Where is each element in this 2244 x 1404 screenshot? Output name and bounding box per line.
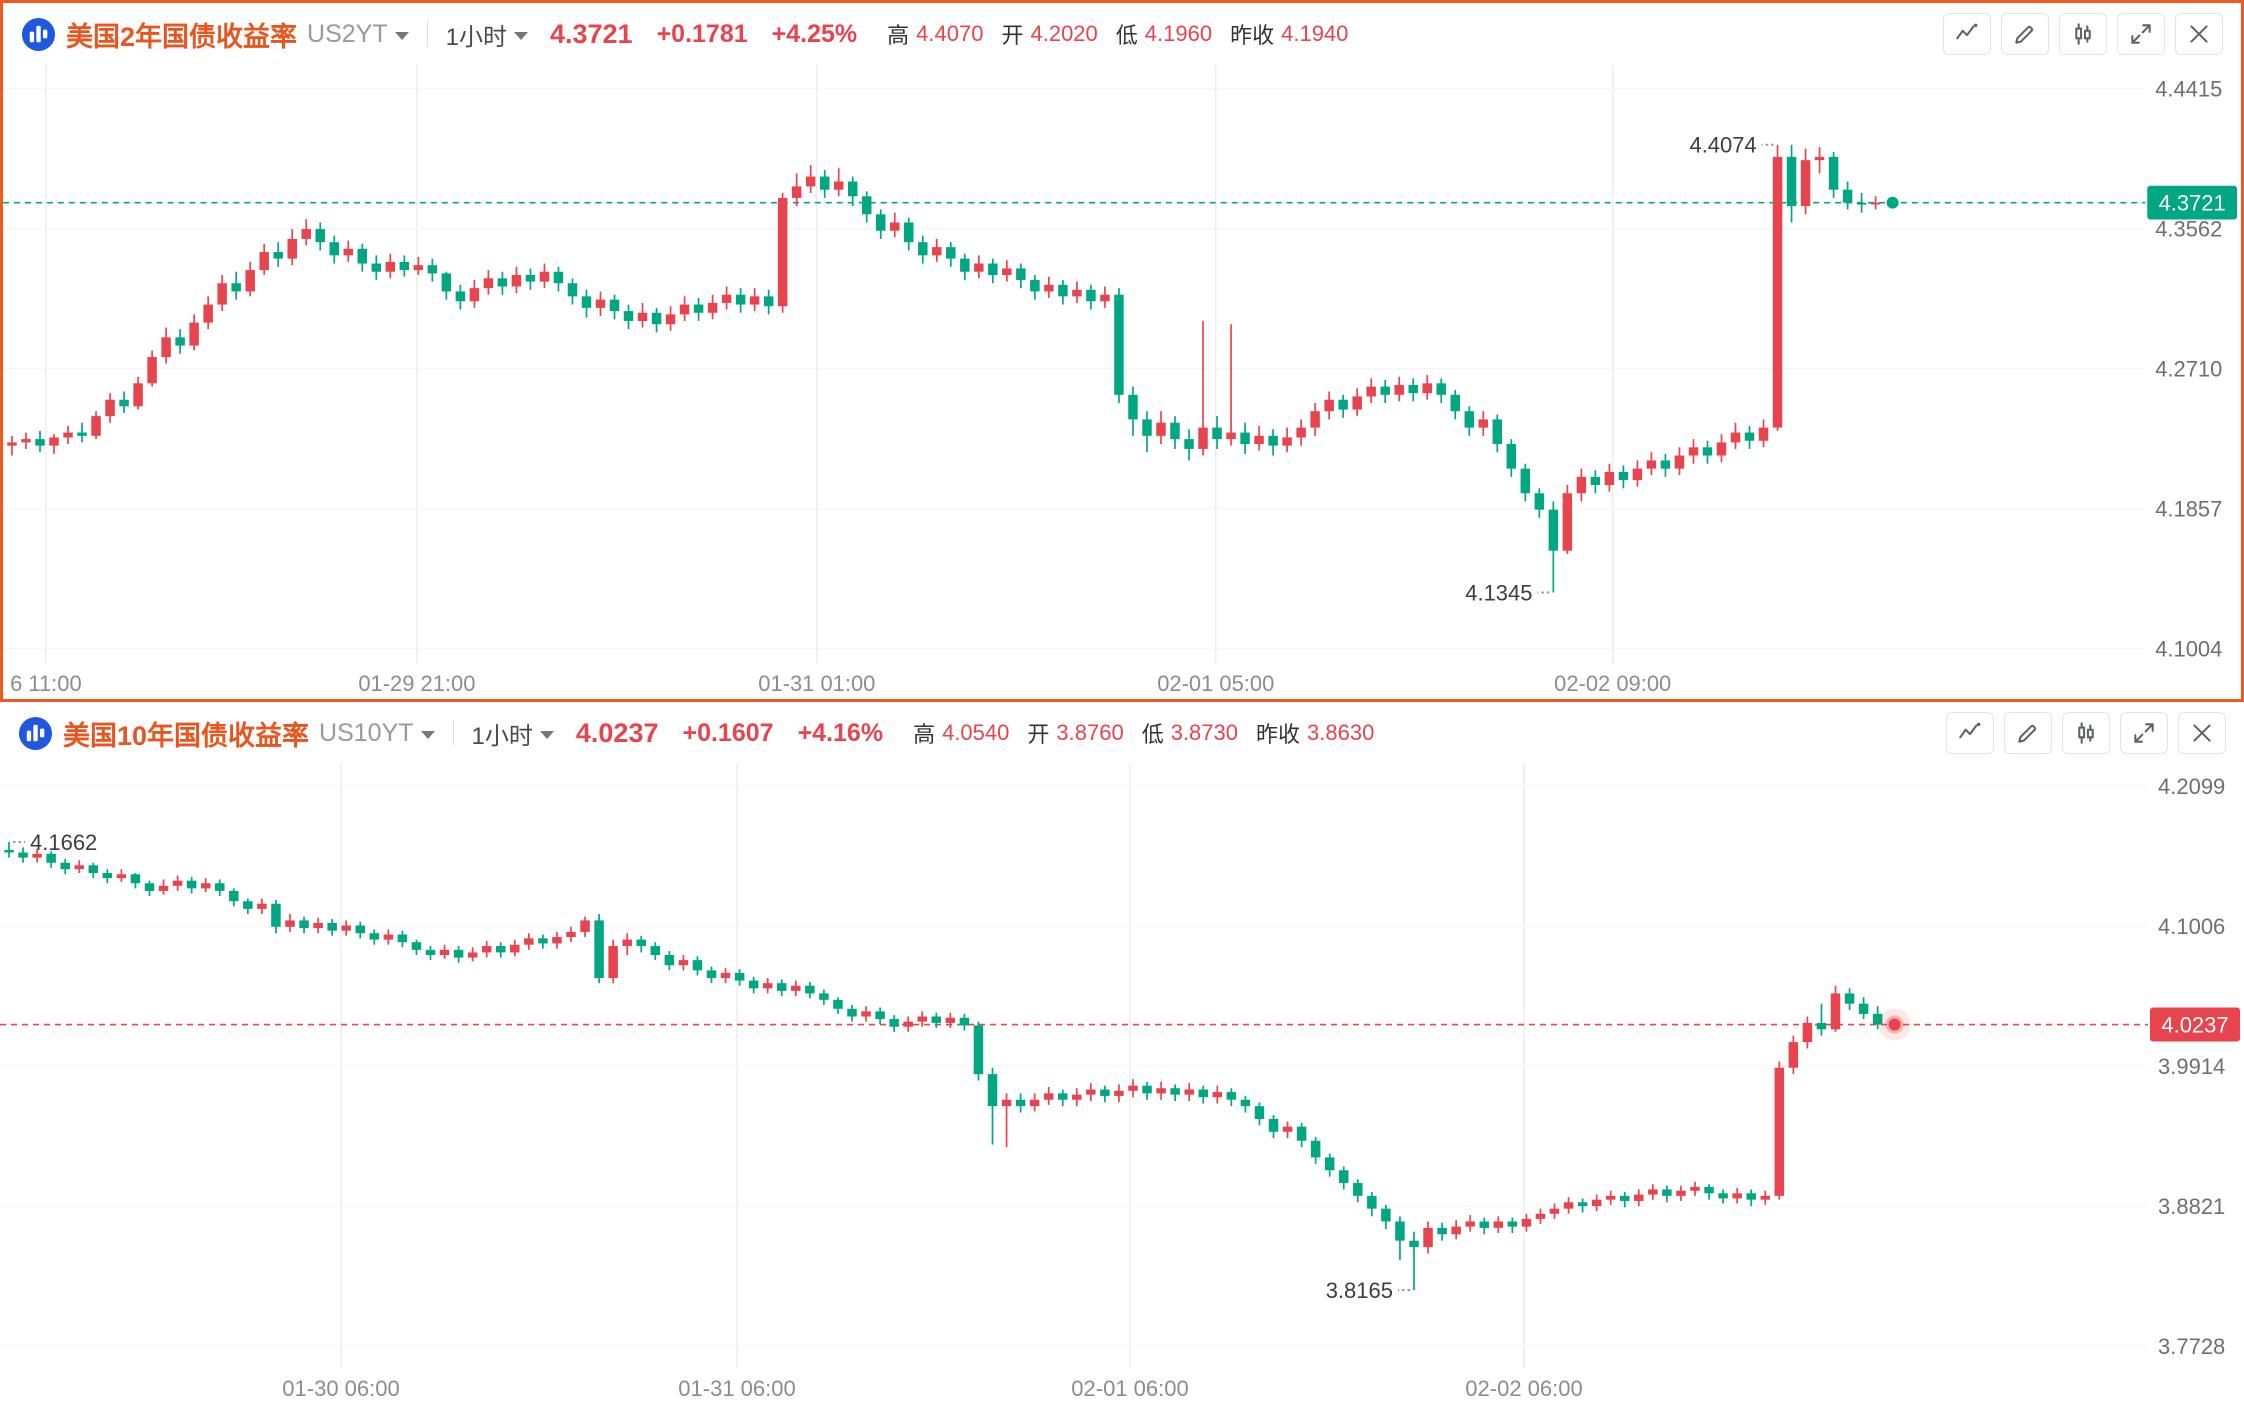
last-price-dot: [1888, 1018, 1901, 1031]
candlestick-chart-us2yt[interactable]: 4.4074 4.1345 4.4415 4.3562 4.2710 4.1857 4.10…: [3, 65, 2241, 699]
chevron-down-icon: [539, 730, 554, 739]
panel-header: 美国10年国债收益率 US10YT 1小时 4.0237 +0.1607 +4.…: [0, 702, 2244, 764]
svg-text:4.1004: 4.1004: [2155, 636, 2222, 661]
svg-text:6 11:00: 6 11:00: [10, 671, 82, 696]
timeframe-label: 1小时: [471, 722, 533, 750]
stat-value: 4.1940: [1281, 21, 1349, 46]
stat-value: 4.4070: [916, 21, 984, 46]
timeframe-label: 1小时: [445, 23, 507, 51]
last-price-dot: [1886, 196, 1899, 209]
last-price: 4.3721: [549, 18, 633, 49]
symbol-dropdown[interactable]: US10YT: [319, 718, 435, 748]
candles-layer: [7, 144, 1881, 593]
instrument-logo-icon: [21, 17, 56, 52]
instrument-title: 美国10年国债收益率: [63, 720, 310, 751]
svg-text:01-30 06:00: 01-30 06:00: [282, 1376, 399, 1401]
svg-text:3.8821: 3.8821: [2158, 1194, 2225, 1219]
candles-layer: [4, 841, 1883, 1291]
stat-label: 开: [1027, 722, 1050, 747]
line-chart-button[interactable]: [1943, 13, 1991, 55]
panel-toolbar: [1946, 712, 2226, 754]
fullscreen-button[interactable]: [2117, 13, 2165, 55]
price-annotation: 3.8165: [1326, 1278, 1393, 1303]
stat-label: 低: [1115, 23, 1138, 48]
header-divider: [452, 720, 454, 746]
stat-label: 低: [1141, 722, 1164, 747]
draw-button[interactable]: [2001, 13, 2049, 55]
svg-text:4.3721: 4.3721: [2159, 191, 2226, 216]
symbol-label: US10YT: [319, 718, 414, 747]
ohlc-stats: 高 4.4070 开 4.2020 低 4.1960 昨收 4.1940: [887, 18, 1348, 50]
svg-text:02-02 09:00: 02-02 09:00: [1554, 671, 1671, 696]
instrument-title: 美国2年国债收益率: [66, 21, 298, 52]
svg-text:01-31 06:00: 01-31 06:00: [678, 1376, 795, 1401]
svg-text:02-01 05:00: 02-01 05:00: [1157, 671, 1274, 696]
price-change: +0.1781: [656, 19, 748, 48]
chevron-down-icon: [513, 31, 528, 40]
price-change: +0.1607: [682, 718, 774, 747]
last-price: 4.0237: [575, 717, 659, 748]
svg-text:3.7728: 3.7728: [2158, 1334, 2225, 1359]
price-axis: 4.2099 4.1006 3.9914 3.8821 3.7728: [2158, 774, 2225, 1359]
price-annotation: 4.1662: [30, 830, 97, 855]
svg-text:4.0237: 4.0237: [2161, 1013, 2228, 1038]
svg-text:4.2710: 4.2710: [2155, 357, 2222, 382]
stat-value: 3.8760: [1056, 720, 1124, 745]
timeframe-dropdown[interactable]: 1小时: [472, 716, 554, 751]
svg-text:01-29 21:00: 01-29 21:00: [358, 671, 475, 696]
stat-label: 高: [913, 722, 936, 747]
stat-label: 昨收: [1230, 23, 1275, 48]
stat-value: 4.1960: [1144, 21, 1213, 46]
svg-text:02-02 06:00: 02-02 06:00: [1465, 1376, 1582, 1401]
stat-label: 开: [1001, 23, 1024, 48]
chart-panel-us10yt: 美国10年国债收益率 US10YT 1小时 4.0237 +0.1607 +4.…: [0, 702, 2244, 1404]
current-price-badge: [2147, 185, 2238, 220]
price-axis: 4.4415 4.3562 4.2710 4.1857 4.1004: [2155, 77, 2222, 662]
time-axis: 6 11:00 01-29 21:00 01-31 01:00 02-01 05:00…: [10, 671, 1671, 696]
svg-text:02-01 06:00: 02-01 06:00: [1071, 1376, 1188, 1401]
candlestick-button[interactable]: [2059, 13, 2107, 55]
symbol-dropdown[interactable]: US2YT: [307, 20, 409, 49]
stat-value: 3.8630: [1307, 720, 1375, 745]
current-price-badge: [2150, 1007, 2240, 1042]
fullscreen-button[interactable]: [2120, 712, 2168, 754]
stat-value: 3.8730: [1170, 720, 1238, 745]
grid-layer: [3, 65, 2146, 664]
time-axis: 01-30 06:00 01-31 06:00 02-01 06:00 02-02 0…: [282, 1376, 1582, 1401]
header-divider: [426, 21, 428, 47]
svg-text:4.4415: 4.4415: [2155, 77, 2222, 102]
ohlc-stats: 高 4.0540 开 3.8760 低 3.8730 昨收 3.8630: [913, 717, 1374, 749]
grid-layer: [0, 764, 2148, 1368]
svg-text:3.9914: 3.9914: [2158, 1054, 2225, 1079]
instrument-logo-icon: [18, 716, 53, 751]
chart-panel-us2yt: 美国2年国债收益率 US2YT 1小时 4.3721 +0.1781 +4.25…: [0, 0, 2244, 702]
panel-header: 美国2年国债收益率 US2YT 1小时 4.3721 +0.1781 +4.25…: [3, 3, 2241, 65]
svg-text:4.2099: 4.2099: [2158, 774, 2225, 799]
timeframe-dropdown[interactable]: 1小时: [446, 17, 528, 52]
symbol-label: US2YT: [307, 19, 388, 48]
candlestick-button[interactable]: [2062, 712, 2110, 754]
line-chart-button[interactable]: [1946, 712, 1994, 754]
candlestick-chart-us10yt[interactable]: 4.1662 3.8165 4.2099 4.1006 3.9914 3.8821 3.77…: [0, 764, 2244, 1404]
price-annotation: 4.1345: [1465, 581, 1532, 606]
stat-label: 高: [887, 23, 910, 48]
panel-toolbar: [1943, 13, 2223, 55]
svg-text:4.3562: 4.3562: [2155, 217, 2222, 242]
svg-text:4.1857: 4.1857: [2155, 497, 2222, 522]
chevron-down-icon: [394, 31, 409, 40]
stat-label: 昨收: [1256, 722, 1301, 747]
svg-text:4.1006: 4.1006: [2158, 914, 2225, 939]
svg-text:01-31 01:00: 01-31 01:00: [758, 671, 875, 696]
price-change-percent: +4.25%: [771, 19, 858, 48]
stat-value: 4.0540: [942, 720, 1010, 745]
close-button[interactable]: [2175, 13, 2223, 55]
chevron-down-icon: [420, 730, 435, 739]
draw-button[interactable]: [2004, 712, 2052, 754]
price-change-percent: +4.16%: [797, 718, 884, 747]
stat-value: 4.2020: [1030, 21, 1098, 46]
close-button[interactable]: [2178, 712, 2226, 754]
price-annotation: 4.4074: [1690, 133, 1757, 158]
